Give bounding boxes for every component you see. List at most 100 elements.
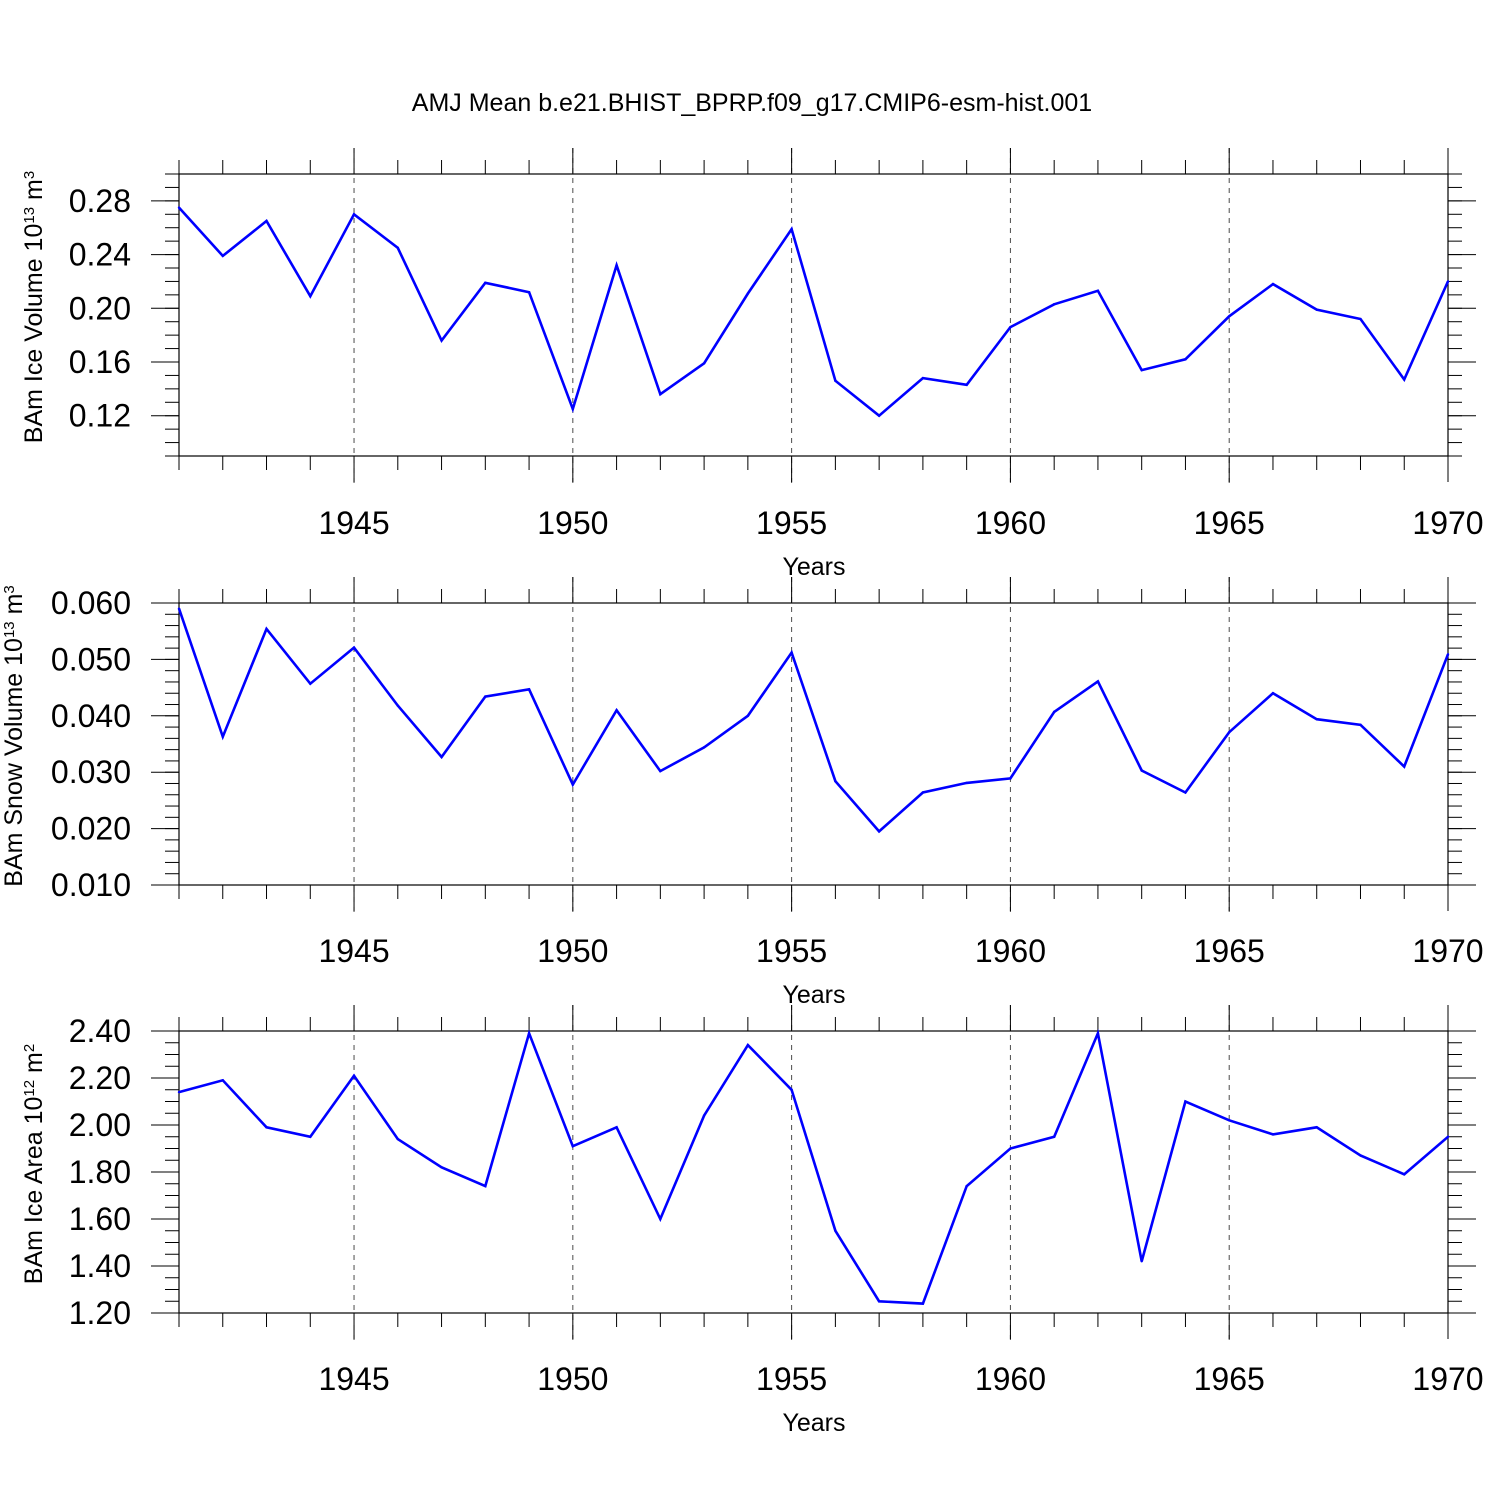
y-tick-label: 0.24	[69, 237, 131, 273]
data-point	[527, 290, 531, 294]
data-point	[1140, 769, 1143, 772]
data-point	[834, 379, 837, 382]
series-line-ice-volume	[178, 206, 1450, 418]
data-point	[177, 206, 181, 209]
data-point	[834, 780, 837, 783]
y-tick-label: 1.60	[69, 1201, 131, 1237]
y-tick-label: 0.040	[51, 698, 131, 734]
data-point	[1359, 1154, 1362, 1157]
data-point	[265, 1126, 268, 1129]
data-point	[309, 1135, 312, 1138]
x-tick-label: 1955	[756, 933, 827, 969]
x-tick-label: 1965	[1194, 933, 1265, 969]
data-point	[1096, 680, 1100, 683]
data-point	[527, 688, 531, 691]
data-point	[615, 1126, 618, 1129]
data-point	[615, 708, 618, 712]
data-point	[746, 1043, 750, 1047]
data-point	[1446, 1135, 1450, 1138]
data-point	[877, 414, 881, 417]
y-tick-label: 0.010	[51, 867, 131, 903]
data-point	[571, 407, 575, 411]
x-tick-label: 1960	[975, 933, 1046, 969]
data-point	[1009, 777, 1012, 780]
data-point	[1446, 280, 1450, 283]
data-point	[1403, 378, 1406, 381]
x-axis-title: Years	[782, 981, 845, 1009]
data-point	[484, 281, 487, 284]
y-tick-label: 0.060	[51, 585, 131, 621]
data-point	[1228, 315, 1231, 318]
data-point	[265, 627, 268, 631]
y-tick-label: 2.20	[69, 1060, 131, 1096]
data-point	[177, 1090, 181, 1094]
y-tick-label: 0.12	[69, 398, 131, 434]
data-point	[352, 213, 356, 216]
data-point	[1315, 308, 1318, 311]
x-tick-label: 1970	[1412, 1361, 1483, 1397]
y-axis-title: BAm Ice Area 1012 m2	[20, 1044, 48, 1284]
y-tick-label: 0.20	[69, 290, 131, 326]
data-point	[221, 735, 224, 738]
data-point	[484, 695, 487, 698]
chart-ice-area: 1.20 1.40 1.60 1.80 2.00 2.20 2.40 1945 1950 1955…	[20, 1005, 1484, 1437]
plot-frame	[178, 602, 1449, 886]
data-point	[1315, 717, 1318, 721]
data-point	[877, 830, 881, 833]
y-tick-label: 0.020	[51, 811, 131, 847]
data-point	[1359, 723, 1362, 727]
data-point	[309, 682, 312, 685]
data-point	[440, 755, 443, 759]
y-tick-label: 1.20	[69, 1295, 131, 1331]
x-axis-title: Years	[782, 553, 845, 581]
data-point	[396, 704, 399, 707]
x-tick-label: 1945	[318, 1361, 389, 1397]
data-point	[615, 264, 618, 267]
data-point	[221, 1079, 224, 1082]
y-tick-label: 1.40	[69, 1248, 131, 1284]
data-point	[571, 1144, 575, 1148]
x-tick-label: 1955	[756, 505, 827, 541]
x-tick-label: 1950	[537, 505, 608, 541]
data-point	[921, 1302, 925, 1305]
data-point	[702, 746, 706, 749]
data-point	[1052, 303, 1056, 306]
chart-snow-volume: 0.010 0.020 0.030 0.040 0.050 0.060 1945 1950 19…	[0, 577, 1484, 1009]
plot-frame	[178, 173, 1449, 457]
x-tick-label: 1965	[1194, 1361, 1265, 1397]
x-tick-label: 1960	[975, 1361, 1046, 1397]
data-point	[396, 1137, 399, 1141]
x-tick-label: 1970	[1412, 505, 1483, 541]
data-point	[746, 292, 750, 295]
data-point	[965, 383, 968, 387]
data-point	[1052, 710, 1056, 714]
data-point	[1315, 1126, 1318, 1129]
y-axis-title: BAm Ice Volume 1013 m3	[20, 171, 48, 443]
data-point	[921, 791, 925, 794]
data-point	[484, 1184, 487, 1188]
figure-title: AMJ Mean b.e21.BHIST_BPRP.f09_g17.CMIP6-…	[412, 89, 1092, 117]
data-point	[965, 1184, 968, 1188]
data-point	[177, 607, 181, 610]
data-point	[309, 295, 312, 298]
x-tick-label: 1950	[537, 933, 608, 969]
y-tick-label: 0.16	[69, 344, 131, 380]
data-point	[1403, 765, 1406, 768]
data-point	[1359, 317, 1362, 321]
data-point	[440, 339, 443, 342]
series-line-ice-area	[178, 1028, 1449, 1305]
data-point	[1184, 1100, 1187, 1103]
data-point	[1228, 1119, 1231, 1122]
data-point	[1271, 692, 1275, 695]
data-point	[1140, 368, 1143, 372]
x-tick-label: 1945	[318, 933, 389, 969]
x-tick-label: 1960	[975, 505, 1046, 541]
data-point	[1271, 1133, 1275, 1136]
y-tick-label: 0.050	[51, 641, 131, 677]
data-point	[965, 781, 968, 785]
x-tick-label: 1965	[1194, 505, 1265, 541]
data-point	[1009, 325, 1012, 329]
x-tick-label: 1950	[537, 1361, 608, 1397]
data-point	[265, 219, 268, 223]
